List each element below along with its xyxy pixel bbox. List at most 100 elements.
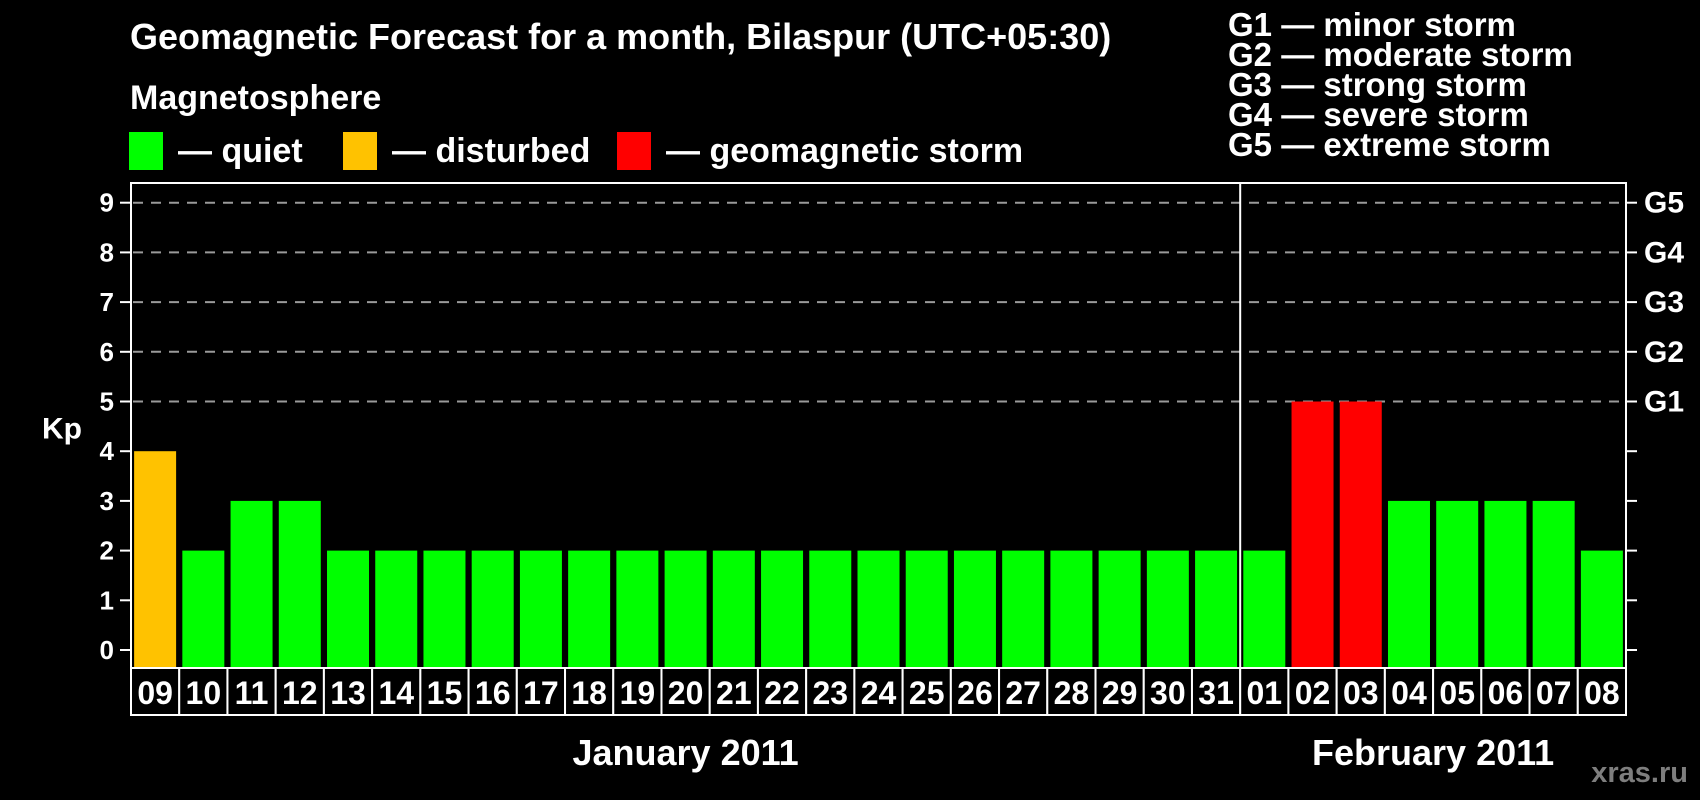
bar-day-30-kp2 — [1146, 550, 1189, 668]
chart-title: Geomagnetic Forecast for a month, Bilasp… — [130, 16, 1112, 57]
bar-day-03-kp5 — [1339, 401, 1382, 668]
day-box-24 — [853, 667, 904, 716]
day-label-06: 06 — [1488, 675, 1524, 711]
day-label-10: 10 — [186, 675, 222, 711]
g-scale-legend: G1 — minor storm G2 — moderate storm G3 … — [1228, 6, 1573, 163]
day-box-06 — [1480, 667, 1531, 716]
day-box-19 — [612, 667, 663, 716]
day-box-21 — [708, 667, 759, 716]
y-tick-label-8: 8 — [100, 237, 114, 267]
day-label-30: 30 — [1150, 675, 1186, 711]
day-label-07: 07 — [1536, 675, 1572, 711]
y-tick-label-4: 4 — [100, 436, 115, 466]
day-box-23 — [805, 667, 856, 716]
day-label-14: 14 — [378, 675, 414, 711]
bar-day-12-kp3 — [278, 500, 321, 668]
day-label-22: 22 — [764, 675, 800, 711]
day-label-02: 02 — [1295, 675, 1331, 711]
bar-day-14-kp2 — [375, 550, 418, 668]
right-axis-label-g2: G2 — [1644, 336, 1684, 369]
bar-day-27-kp2 — [1002, 550, 1045, 668]
day-label-19: 19 — [620, 675, 656, 711]
day-box-14 — [371, 667, 422, 716]
bar-day-25-kp2 — [905, 550, 948, 668]
disturbed-swatch — [343, 132, 377, 170]
right-axis-label-g3: G3 — [1644, 286, 1684, 319]
y-axis-title: Kp — [42, 412, 82, 445]
y-tick-label-7: 7 — [100, 287, 114, 317]
day-label-20: 20 — [668, 675, 704, 711]
day-label-21: 21 — [716, 675, 752, 711]
bar-day-23-kp2 — [809, 550, 852, 668]
right-axis-label-g4: G4 — [1644, 236, 1684, 269]
day-box-30 — [1142, 667, 1193, 716]
bar-day-13-kp2 — [327, 550, 370, 668]
bar-day-17-kp2 — [519, 550, 562, 668]
day-box-08 — [1576, 667, 1627, 716]
g-scale-legend-g1: G1 — minor storm — [1228, 6, 1516, 43]
y-tick-label-6: 6 — [100, 337, 114, 367]
bar-day-18-kp2 — [568, 550, 611, 668]
bar-day-26-kp2 — [953, 550, 996, 668]
bar-day-16-kp2 — [471, 550, 514, 668]
day-label-03: 03 — [1343, 675, 1379, 711]
day-box-29 — [1094, 667, 1145, 716]
right-axis-label-g5: G5 — [1644, 187, 1684, 220]
day-box-04 — [1383, 667, 1435, 716]
y-tick-label-0: 0 — [100, 635, 114, 665]
day-box-25 — [901, 667, 952, 716]
day-label-13: 13 — [330, 675, 366, 711]
legend-item-storm: — geomagnetic storm — [617, 131, 1023, 171]
magnetosphere-legend-heading: Magnetosphere — [130, 79, 382, 117]
legend-label-disturbed: — disturbed — [392, 132, 591, 170]
bar-day-21-kp2 — [712, 550, 755, 668]
day-box-22 — [756, 667, 808, 716]
bar-day-04-kp3 — [1387, 500, 1430, 668]
bar-day-11-kp3 — [230, 500, 273, 668]
day-label-12: 12 — [282, 675, 318, 711]
legend-label-storm: — geomagnetic storm — [666, 132, 1024, 170]
bar-day-29-kp2 — [1098, 550, 1141, 668]
day-box-26 — [949, 667, 1001, 716]
day-box-13 — [322, 667, 374, 716]
day-label-27: 27 — [1005, 675, 1041, 711]
day-box-15 — [419, 667, 470, 716]
storm-swatch — [617, 132, 651, 170]
day-label-29: 29 — [1102, 675, 1138, 711]
g-scale-legend-g4: G4 — severe storm — [1228, 96, 1529, 133]
y-tick-label-3: 3 — [100, 486, 114, 516]
month-label-1: February 2011 — [1312, 732, 1554, 773]
legend-label-quiet: — quiet — [178, 132, 303, 170]
g-scale-legend-g5: G5 — extreme storm — [1228, 126, 1551, 163]
bar-day-22-kp2 — [761, 550, 804, 668]
day-label-04: 04 — [1391, 675, 1427, 711]
day-label-25: 25 — [909, 675, 945, 711]
day-label-17: 17 — [523, 675, 559, 711]
bar-day-15-kp2 — [423, 550, 466, 668]
bar-day-19-kp2 — [616, 550, 659, 668]
quiet-swatch — [129, 132, 163, 170]
day-label-31: 31 — [1198, 675, 1234, 711]
bar-day-07-kp3 — [1532, 500, 1575, 668]
right-axis-label-g1: G1 — [1644, 386, 1684, 419]
day-box-16 — [467, 667, 518, 716]
bar-day-02-kp5 — [1291, 401, 1334, 668]
day-label-23: 23 — [812, 675, 848, 711]
legend-item-quiet: — quiet — [129, 131, 303, 171]
day-box-17 — [515, 667, 567, 716]
day-label-18: 18 — [571, 675, 607, 711]
day-label-05: 05 — [1439, 675, 1475, 711]
bar-day-01-kp2 — [1243, 550, 1286, 668]
day-label-16: 16 — [475, 675, 511, 711]
day-label-28: 28 — [1054, 675, 1090, 711]
bar-day-24-kp2 — [857, 550, 900, 668]
day-box-31 — [1190, 667, 1242, 716]
day-label-26: 26 — [957, 675, 993, 711]
day-label-24: 24 — [861, 675, 897, 711]
watermark: xras.ru — [1591, 757, 1688, 789]
y-tick-label-5: 5 — [100, 387, 114, 417]
bar-day-09-kp4 — [134, 451, 177, 668]
bar-day-31-kp2 — [1195, 550, 1238, 668]
bar-day-08-kp2 — [1580, 550, 1623, 668]
